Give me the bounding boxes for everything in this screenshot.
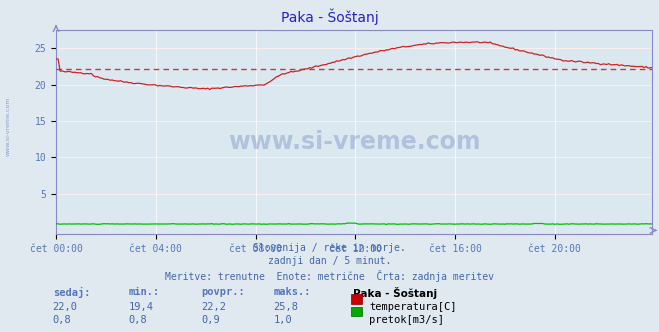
Text: pretok[m3/s]: pretok[m3/s] — [369, 315, 444, 325]
Text: www.si-vreme.com: www.si-vreme.com — [6, 96, 11, 156]
Text: sedaj:: sedaj: — [53, 287, 90, 298]
Text: 22,2: 22,2 — [201, 302, 226, 312]
Text: temperatura[C]: temperatura[C] — [369, 302, 457, 312]
Text: Paka - Šoštanj: Paka - Šoštanj — [353, 287, 437, 299]
Text: 19,4: 19,4 — [129, 302, 154, 312]
Text: 25,8: 25,8 — [273, 302, 299, 312]
Text: Paka - Šoštanj: Paka - Šoštanj — [281, 8, 378, 25]
Text: min.:: min.: — [129, 287, 159, 297]
Text: 1,0: 1,0 — [273, 315, 292, 325]
Text: 0,8: 0,8 — [53, 315, 71, 325]
Text: zadnji dan / 5 minut.: zadnji dan / 5 minut. — [268, 256, 391, 266]
Text: povpr.:: povpr.: — [201, 287, 244, 297]
Text: www.si-vreme.com: www.si-vreme.com — [228, 130, 480, 154]
Text: Meritve: trenutne  Enote: metrične  Črta: zadnja meritev: Meritve: trenutne Enote: metrične Črta: … — [165, 270, 494, 282]
Text: 22,0: 22,0 — [53, 302, 78, 312]
Text: maks.:: maks.: — [273, 287, 311, 297]
Text: 0,8: 0,8 — [129, 315, 147, 325]
Text: Slovenija / reke in morje.: Slovenija / reke in morje. — [253, 243, 406, 253]
Text: 0,9: 0,9 — [201, 315, 219, 325]
